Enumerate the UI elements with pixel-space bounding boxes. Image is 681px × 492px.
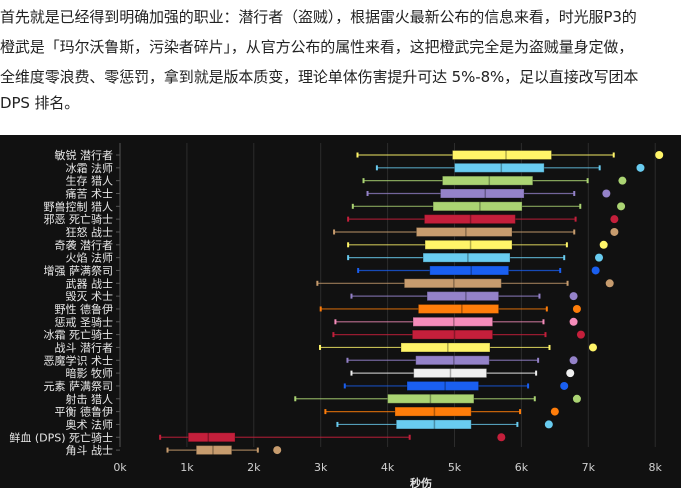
- y-tick-label: 火焰 法师: [66, 251, 114, 265]
- x-tick-label: 5k: [448, 461, 462, 474]
- article-line: 首先就是已经得到明确加强的职业：潜行者（盗贼），根据雷火最新公布的信息来看，时光…: [0, 8, 637, 26]
- outlier-point: [617, 202, 626, 211]
- outlier-point: [572, 394, 581, 403]
- y-tick-label: 毁灭 术士: [66, 289, 114, 303]
- outlier-point: [588, 343, 597, 352]
- x-tick-label: 8k: [649, 461, 663, 474]
- y-tick-label: 冰霜 死亡骑士: [44, 328, 114, 342]
- box: [426, 291, 500, 302]
- box: [439, 188, 525, 199]
- outlier-point: [595, 253, 604, 262]
- box: [423, 214, 516, 225]
- y-tick-label: 野性 德鲁伊: [55, 302, 114, 316]
- article-line: DPS 排名。: [0, 94, 80, 112]
- outlier-point: [591, 266, 600, 275]
- y-tick-label: 武器 战士: [66, 277, 114, 290]
- box: [429, 265, 510, 276]
- outlier-point: [550, 407, 559, 416]
- outlier-point: [602, 189, 611, 198]
- y-tick-label: 增强 萨满祭司: [44, 263, 114, 277]
- outlier-point: [610, 215, 619, 224]
- y-tick-label: 平衡 德鲁伊: [55, 405, 114, 419]
- outlier-point: [576, 330, 585, 339]
- outlier-point: [618, 176, 627, 185]
- box: [187, 432, 236, 443]
- box: [195, 445, 233, 456]
- outlier-point: [560, 381, 569, 390]
- outlier-point: [572, 304, 581, 313]
- article-line: 全维度零浪费、零惩罚，拿到就是版本质变，理论单体伤害提升可达 5%-8%，足以直…: [0, 68, 639, 86]
- x-tick-label: 2k: [247, 461, 261, 474]
- y-tick-label: 奇袭 潜行者: [55, 238, 114, 252]
- outlier-point: [636, 163, 645, 172]
- y-tick-label: 暗影 牧师: [66, 366, 114, 380]
- box: [432, 201, 523, 212]
- x-tick-label: 7k: [582, 461, 596, 474]
- y-tick-label: 元素 萨满祭司: [44, 380, 114, 393]
- x-tick-label: 6k: [515, 461, 529, 474]
- x-tick-label: 1k: [180, 461, 194, 474]
- y-tick-label: 鲜血 (DPS) 死亡骑士: [9, 430, 113, 444]
- x-axis-label: 秒伤: [410, 476, 432, 488]
- x-tick-label: 4k: [381, 461, 395, 474]
- x-tick-label: 3k: [314, 461, 328, 474]
- outlier-point: [566, 369, 575, 378]
- y-tick-label: 射击 猎人: [66, 392, 114, 406]
- box: [412, 316, 494, 327]
- y-tick-label: 敏锐 潜行者: [55, 148, 114, 162]
- outlier-point: [599, 240, 608, 249]
- box: [387, 393, 475, 404]
- box: [406, 380, 480, 391]
- box: [394, 406, 472, 417]
- outlier-point: [569, 292, 578, 301]
- y-tick-label: 恶魔学识 术士: [44, 353, 114, 367]
- y-tick-label: 狂怒 战士: [66, 225, 114, 239]
- box: [454, 162, 545, 173]
- y-tick-label: 生存 猎人: [66, 174, 114, 188]
- article-line: 橙武是「玛尔沃鲁斯，污染者碎片」，从官方公布的属性来看，这把橙武完全是为盗贼量身…: [0, 38, 634, 56]
- box: [415, 355, 490, 366]
- box: [411, 329, 494, 340]
- outlier-point: [610, 227, 619, 236]
- y-tick-label: 惩戒 圣骑士: [55, 316, 114, 329]
- x-tick-label: 0k: [113, 461, 127, 474]
- outlier-point: [497, 433, 506, 442]
- box: [415, 226, 513, 237]
- box: [451, 150, 553, 160]
- outlier-point: [569, 356, 578, 365]
- box: [395, 419, 472, 430]
- outlier-point: [655, 151, 664, 159]
- y-tick-label: 邪恶 死亡骑士: [44, 212, 114, 226]
- outlier-point: [605, 279, 614, 288]
- box: [413, 368, 488, 379]
- outlier-point: [273, 446, 282, 455]
- y-tick-label: 战斗 潜行者: [55, 340, 114, 354]
- outlier-point: [569, 317, 578, 326]
- box: [400, 342, 491, 353]
- dps-box-plot: 0k 1k 2k 3k 4k 5k 6k 7k 8k 秒伤 敏锐 潜行者 冰霜 法师 生存 猎人 痛苦 术…: [0, 135, 681, 490]
- box: [417, 303, 500, 314]
- y-tick-label: 冰霜 法师: [66, 161, 114, 175]
- y-tick-label: 痛苦 术士: [66, 186, 114, 200]
- y-tick-label: 奥术 法师: [66, 417, 114, 431]
- y-tick-label: 野兽控制 猎人: [44, 199, 114, 213]
- outlier-point: [544, 420, 553, 429]
- box: [403, 278, 502, 289]
- y-tick-label: 角斗 战士: [66, 444, 114, 457]
- box: [422, 252, 511, 263]
- box: [441, 175, 534, 186]
- box: [424, 239, 513, 250]
